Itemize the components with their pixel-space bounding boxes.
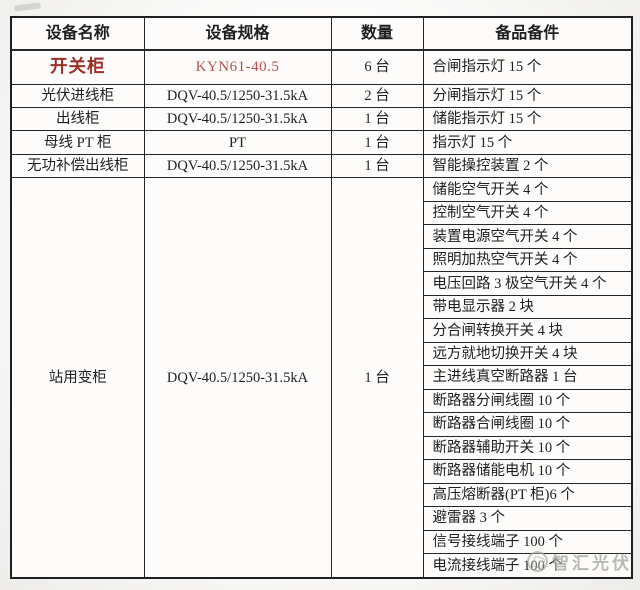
quantity-cell: 1 台 xyxy=(330,177,424,579)
equipment-name-cell: 光伏进线柜 xyxy=(10,83,145,108)
equipment-spec-cell: PT xyxy=(143,130,332,155)
spare-part-cell: 避雷器 3 个 xyxy=(422,506,633,531)
equipment-name-cell: 开关柜 xyxy=(10,49,145,85)
spare-part-cell: 储能空气开关 4 个 xyxy=(422,177,633,202)
spare-part-cell: 分合闸转换开关 4 块 xyxy=(422,318,633,343)
column-header-spare-parts: 备品备件 xyxy=(422,16,633,51)
table-row: 断路器储能电机 10 个 xyxy=(11,459,633,484)
table-row: 控制空气开关 4 个 xyxy=(11,200,633,226)
column-header-quantity: 数量 xyxy=(330,16,424,51)
quantity-cell: 1 台 xyxy=(330,106,424,132)
column-header-equipment-name: 设备名称 xyxy=(10,16,145,51)
table-row: 装置电源空气开关 4 个 xyxy=(11,224,633,249)
table-row: 无功补偿出线柜 DQV-40.5/1250-31.5kA 1 台 智能操控装置 … xyxy=(10,153,633,179)
spare-part-cell: 主进线真空断路器 1 台 xyxy=(422,365,633,390)
spare-part-cell: 指示灯 15 个 xyxy=(422,130,633,155)
table-row: 信号接线端子 100 个 xyxy=(11,529,633,555)
spare-part-cell: 远方就地切换开关 4 块 xyxy=(422,341,633,367)
equipment-spec-cell: DQV-40.5/1250-31.5kA xyxy=(143,106,332,132)
equipment-name-cell: 母线 PT 柜 xyxy=(10,130,145,155)
spare-part-cell: 储能指示灯 15 个 xyxy=(422,106,633,132)
spare-part-cell: 断路器合闸线圈 10 个 xyxy=(422,412,633,437)
spare-part-cell: 断路器辅助开关 10 个 xyxy=(422,435,633,461)
spare-part-cell: 照明加热空气开关 4 个 xyxy=(422,247,633,273)
equipment-spec-cell: DQV-40.5/1250-31.5kA xyxy=(143,153,332,179)
table-row: 断路器辅助开关 10 个 xyxy=(11,435,633,461)
table-row: 光伏进线柜 DQV-40.5/1250-31.5kA 2 台 分闸指示灯 15 … xyxy=(10,83,633,108)
spare-part-cell: 装置电源空气开关 4 个 xyxy=(422,224,633,249)
equipment-spec-cell: DQV-40.5/1250-31.5kA xyxy=(143,177,332,579)
spare-part-cell: 带电显示器 2 块 xyxy=(422,294,633,320)
spare-part-cell: 分闸指示灯 15 个 xyxy=(422,83,633,108)
quantity-cell: 1 台 xyxy=(330,153,424,179)
equipment-spec-cell: DQV-40.5/1250-31.5kA xyxy=(143,83,332,108)
table-row: 主进线真空断路器 1 台 xyxy=(11,365,633,390)
spare-part-cell: 电压回路 3 极空气开关 4 个 xyxy=(422,271,633,296)
quantity-cell: 1 台 xyxy=(330,130,424,155)
spare-part-cell: 智能操控装置 2 个 xyxy=(422,153,633,179)
header-row: 设备名称 设备规格 数量 备品备件 xyxy=(10,16,633,51)
column-header-equipment-spec: 设备规格 xyxy=(143,16,332,51)
spare-part-cell: 断路器分闸线圈 10 个 xyxy=(422,388,633,414)
quantity-cell: 6 台 xyxy=(330,49,424,85)
equipment-name-cell: 站用变柜 xyxy=(10,177,145,579)
table-row: 开关柜 KYN61-40.5 6 台 合闸指示灯 15 个 xyxy=(10,49,633,85)
spare-part-cell: 断路器储能电机 10 个 xyxy=(422,459,633,484)
table-row: 出线柜 DQV-40.5/1250-31.5kA 1 台 储能指示灯 15 个 xyxy=(10,106,633,132)
equipment-spares-table: 设备名称 设备规格 数量 备品备件 开关柜 KYN61-40.5 6 台 合闸指… xyxy=(10,16,633,579)
table-row: 电压回路 3 极空气开关 4 个 xyxy=(11,271,633,296)
equipment-name-cell: 出线柜 xyxy=(10,106,145,132)
table-row: 避雷器 3 个 xyxy=(11,506,633,531)
equipment-name-cell: 无功补偿出线柜 xyxy=(10,153,145,179)
spare-part-cell: 电流接线端子 100 个 xyxy=(422,553,633,579)
table-row: 分合闸转换开关 4 块 xyxy=(11,318,633,343)
table-row: 断路器分闸线圈 10 个 xyxy=(11,388,633,414)
table-row: 站用变柜 DQV-40.5/1250-31.5kA 1 台 储能空气开关 4 个 xyxy=(10,177,633,579)
quantity-cell: 2 台 xyxy=(330,83,424,108)
spare-part-cell: 信号接线端子 100 个 xyxy=(422,529,633,555)
table-row: 高压熔断器(PT 柜)6 个 xyxy=(11,482,633,508)
spare-part-cell: 合闸指示灯 15 个 xyxy=(422,49,633,85)
photo-artifact xyxy=(13,2,42,12)
table-row: 母线 PT 柜 PT 1 台 指示灯 15 个 xyxy=(10,130,633,155)
equipment-spec-cell: KYN61-40.5 xyxy=(143,49,332,85)
table-row: 远方就地切换开关 4 块 xyxy=(11,341,633,367)
table-row: 断路器合闸线圈 10 个 xyxy=(11,412,633,437)
spare-part-cell: 控制空气开关 4 个 xyxy=(422,200,633,226)
spare-part-cell: 高压熔断器(PT 柜)6 个 xyxy=(422,482,633,508)
